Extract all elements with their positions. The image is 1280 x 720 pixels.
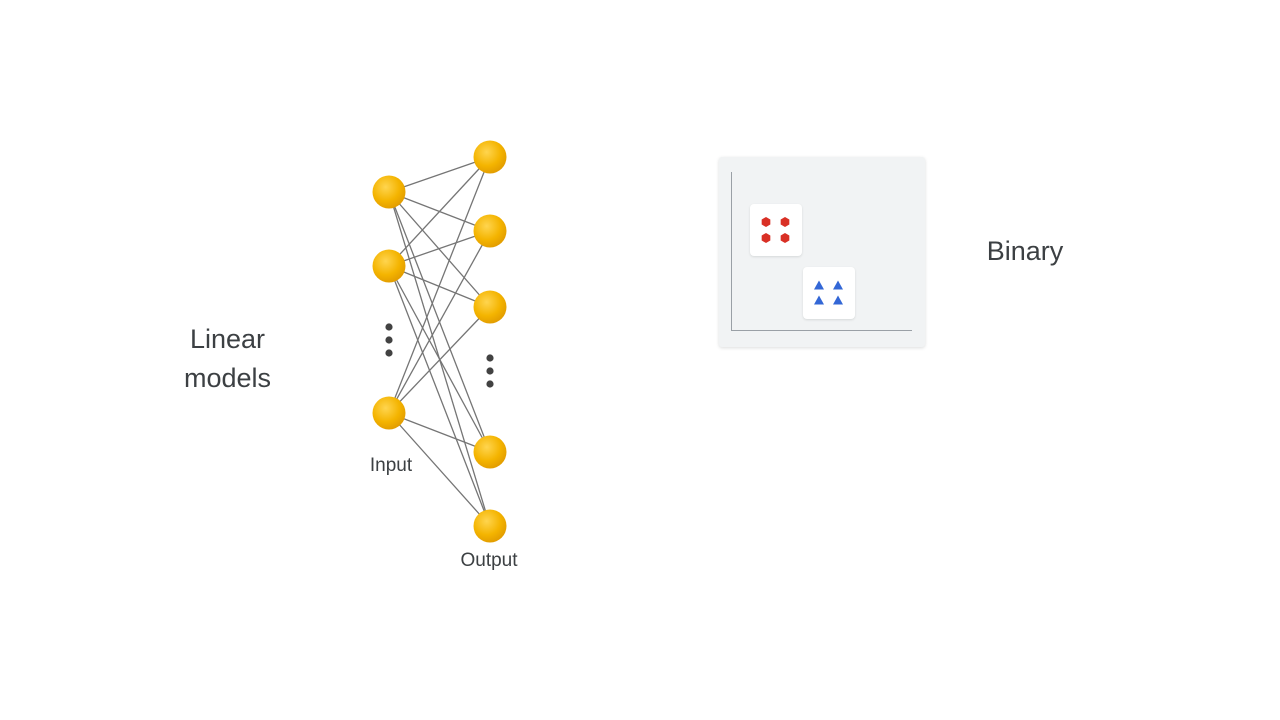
ellipsis-dot bbox=[486, 380, 494, 388]
output-node bbox=[473, 214, 507, 248]
title-line-2: models bbox=[183, 363, 272, 393]
input-label: Input bbox=[370, 455, 413, 476]
binary-label: Binary bbox=[986, 236, 1064, 266]
network-edge bbox=[388, 265, 491, 453]
network-nodes bbox=[372, 140, 507, 543]
triangle-marker bbox=[814, 280, 824, 290]
network-edge bbox=[388, 412, 491, 527]
ellipsis-dot bbox=[385, 349, 393, 357]
network-edge bbox=[388, 156, 491, 414]
network-edge bbox=[388, 156, 491, 193]
ellipsis-dot bbox=[385, 323, 393, 331]
ellipsis-dot bbox=[486, 354, 494, 362]
hexagon-marker bbox=[780, 233, 790, 243]
title-line-1: Linear bbox=[189, 324, 266, 354]
input-node bbox=[372, 175, 406, 209]
output-node bbox=[473, 509, 507, 543]
network-edge bbox=[388, 265, 491, 527]
ellipsis-dot bbox=[486, 367, 494, 375]
network-edge bbox=[388, 412, 491, 453]
output-node bbox=[473, 140, 507, 174]
output-node bbox=[473, 290, 507, 324]
network-edge bbox=[388, 230, 491, 414]
input-ellipsis bbox=[385, 323, 393, 357]
hexagon-marker bbox=[761, 217, 771, 227]
hexagon-markers bbox=[761, 217, 790, 243]
triangle-marker bbox=[833, 295, 843, 305]
output-ellipsis bbox=[486, 354, 494, 388]
slide-title: Linear models bbox=[150, 320, 305, 398]
ellipsis-dot bbox=[385, 336, 393, 344]
network-ellipses bbox=[385, 323, 494, 388]
network-edge bbox=[388, 230, 491, 267]
triangle-markers bbox=[814, 280, 843, 305]
input-node bbox=[372, 396, 406, 430]
output-node bbox=[473, 435, 507, 469]
triangle-marker bbox=[814, 295, 824, 305]
network-edge bbox=[388, 156, 491, 267]
output-label: Output bbox=[460, 550, 518, 571]
class-a-cluster bbox=[750, 204, 802, 256]
class-b-cluster bbox=[803, 267, 855, 319]
input-node bbox=[372, 249, 406, 283]
hexagon-marker bbox=[761, 233, 771, 243]
plot-x-axis bbox=[731, 330, 912, 331]
triangle-marker bbox=[833, 280, 843, 290]
hexagon-marker bbox=[780, 217, 790, 227]
network-edge bbox=[388, 191, 491, 308]
network-edges bbox=[388, 156, 491, 527]
network-edge bbox=[388, 306, 491, 414]
plot-y-axis bbox=[731, 172, 732, 331]
binary-classification-plot bbox=[719, 157, 925, 347]
